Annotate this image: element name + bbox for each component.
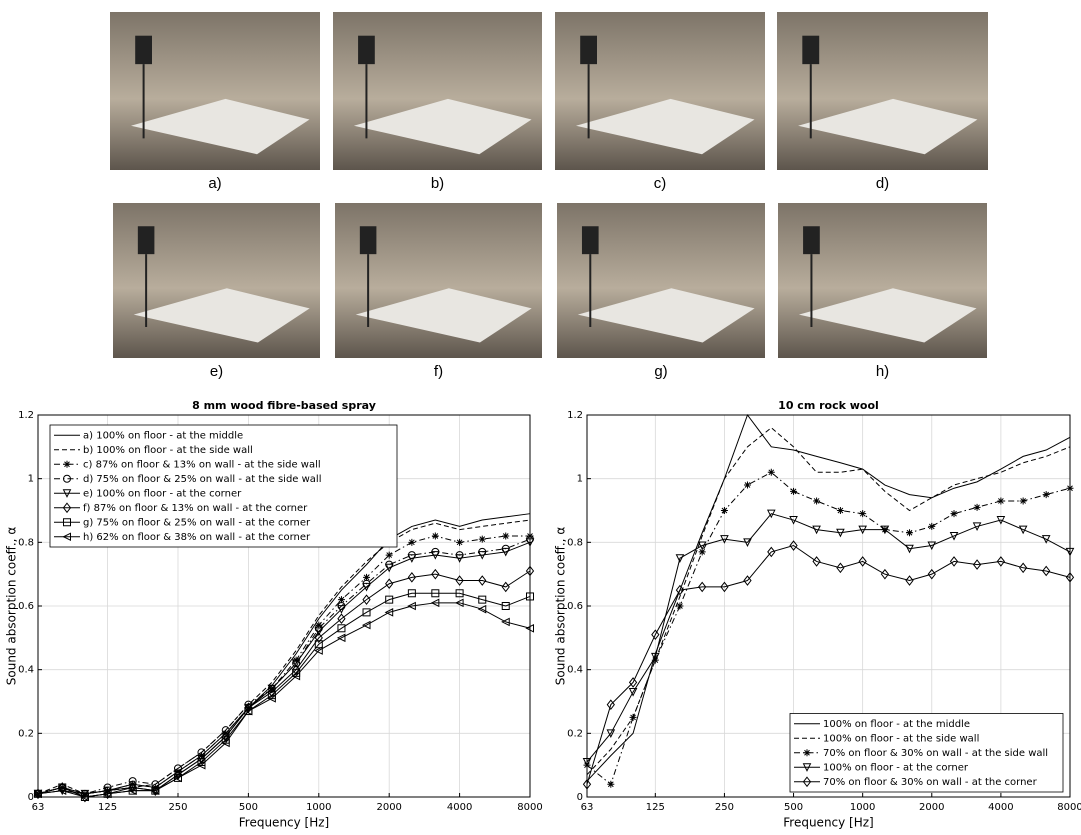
x-tick-label: 1000 bbox=[850, 802, 875, 813]
legend-label: c) 87% on floor & 13% on wall - at the s… bbox=[83, 459, 321, 470]
x-axis-label: Frequency [Hz] bbox=[783, 816, 874, 830]
y-tick-label: 1 bbox=[577, 474, 583, 485]
marker bbox=[928, 523, 935, 530]
x-tick-label: 2000 bbox=[919, 802, 944, 813]
photo-speaker bbox=[802, 36, 819, 64]
photo-speaker bbox=[580, 36, 597, 64]
x-tick-label: 250 bbox=[168, 802, 187, 813]
marker bbox=[386, 552, 393, 559]
marker bbox=[906, 529, 913, 536]
y-tick-label: 0.4 bbox=[567, 665, 583, 676]
photo-speaker bbox=[358, 36, 375, 64]
x-tick-label: 8000 bbox=[517, 802, 542, 813]
legend-marker bbox=[64, 461, 71, 468]
legend-label: 100% on floor - at the corner bbox=[823, 762, 969, 773]
legend-label: d) 75% on floor & 25% on wall - at the s… bbox=[83, 474, 322, 485]
legend-label: f) 87% on floor & 13% on wall - at the c… bbox=[83, 503, 308, 514]
chart-title: 8 mm wood fibre-based spray bbox=[192, 399, 376, 412]
y-tick-label: 1 bbox=[28, 474, 34, 485]
marker bbox=[974, 504, 981, 511]
legend: a) 100% on floor - at the middle b) 100% … bbox=[50, 425, 397, 547]
x-tick-label: 125 bbox=[646, 802, 665, 813]
photo-speaker bbox=[360, 226, 377, 254]
photo-speaker bbox=[582, 226, 599, 254]
y-tick-label: 0.8 bbox=[567, 537, 583, 548]
chart-title: 10 cm rock wool bbox=[778, 399, 879, 412]
marker bbox=[790, 488, 797, 495]
marker bbox=[432, 532, 439, 539]
y-tick-label: 0.6 bbox=[18, 601, 34, 612]
y-tick-label: 0.8 bbox=[18, 537, 34, 548]
photo-label: c) bbox=[654, 175, 667, 192]
marker bbox=[479, 536, 486, 543]
x-tick-label: 500 bbox=[239, 802, 258, 813]
figure: a) b) c) d) e) f) g) h) 63 125 250 500 1000 2000 4000… bbox=[0, 0, 1081, 835]
marker bbox=[997, 497, 1004, 504]
y-tick-label: 1.2 bbox=[18, 410, 34, 421]
y-tick-label: 0.2 bbox=[18, 728, 34, 739]
x-tick-label: 63 bbox=[581, 802, 594, 813]
legend-label: h) 62% on floor & 38% on wall - at the c… bbox=[83, 532, 311, 543]
marker bbox=[630, 714, 637, 721]
x-tick-label: 1000 bbox=[306, 802, 331, 813]
x-axis-label: Frequency [Hz] bbox=[239, 816, 330, 830]
marker bbox=[837, 507, 844, 514]
legend-marker bbox=[804, 749, 811, 756]
marker bbox=[607, 781, 614, 788]
marker bbox=[813, 497, 820, 504]
x-tick-label: 250 bbox=[715, 802, 734, 813]
y-tick-label: 1.2 bbox=[567, 410, 583, 421]
marker bbox=[768, 469, 775, 476]
marker bbox=[859, 510, 866, 517]
y-tick-label: 0.4 bbox=[18, 665, 34, 676]
y-tick-label: 0 bbox=[577, 792, 583, 803]
legend-label: 100% on floor - at the middle bbox=[823, 719, 970, 730]
legend-label: 100% on floor - at the side wall bbox=[823, 733, 979, 744]
x-tick-label: 63 bbox=[32, 802, 45, 813]
legend-label: b) 100% on floor - at the side wall bbox=[83, 445, 253, 456]
photo-label: h) bbox=[876, 363, 889, 380]
x-tick-label: 125 bbox=[98, 802, 117, 813]
marker bbox=[676, 603, 683, 610]
legend-box bbox=[50, 425, 397, 547]
x-tick-label: 2000 bbox=[376, 802, 401, 813]
photos: a) b) c) d) e) f) g) h) bbox=[110, 12, 988, 380]
marker bbox=[951, 510, 958, 517]
photo-label: b) bbox=[431, 175, 444, 192]
marker bbox=[1067, 485, 1074, 492]
legend: 100% on floor - at the middle 100% on flo… bbox=[790, 714, 1063, 793]
marker bbox=[1020, 497, 1027, 504]
y-tick-label: 0.2 bbox=[567, 728, 583, 739]
y-tick-label: 0.6 bbox=[567, 601, 583, 612]
photo-speaker bbox=[138, 226, 155, 254]
photo-label: a) bbox=[208, 175, 221, 192]
photo-speaker bbox=[803, 226, 820, 254]
photo-label: e) bbox=[210, 363, 223, 380]
legend-label: 70% on floor & 30% on wall - at the side… bbox=[823, 748, 1048, 759]
photo-speaker bbox=[135, 36, 152, 64]
legend-label: a) 100% on floor - at the middle bbox=[83, 430, 243, 441]
y-tick-label: 0 bbox=[28, 792, 34, 803]
x-tick-label: 4000 bbox=[447, 802, 472, 813]
y-axis-label: Sound absorption coeff., α bbox=[5, 527, 19, 686]
legend-label: e) 100% on floor - at the corner bbox=[83, 488, 242, 499]
chart: 63 125 250 500 1000 2000 4000 8000 0 0.2 0.4 0.6 0.8… bbox=[5, 399, 543, 830]
x-tick-label: 500 bbox=[784, 802, 803, 813]
x-tick-label: 4000 bbox=[988, 802, 1013, 813]
legend-label: g) 75% on floor & 25% on wall - at the c… bbox=[83, 517, 311, 528]
photo-label: f) bbox=[434, 363, 443, 380]
marker bbox=[1043, 491, 1050, 498]
marker bbox=[408, 539, 415, 546]
photo-label: g) bbox=[654, 363, 667, 380]
photo-label: d) bbox=[876, 175, 889, 192]
legend-label: 70% on floor & 30% on wall - at the corn… bbox=[823, 777, 1038, 788]
marker bbox=[721, 507, 728, 514]
y-axis-label: Sound absorption coeff., α bbox=[554, 527, 568, 686]
marker bbox=[744, 482, 751, 489]
marker bbox=[456, 539, 463, 546]
marker bbox=[502, 532, 509, 539]
x-tick-label: 8000 bbox=[1057, 802, 1081, 813]
chart: 63 125 250 500 1000 2000 4000 8000 0 0.2 0.4 0.6 0.8… bbox=[554, 399, 1081, 830]
